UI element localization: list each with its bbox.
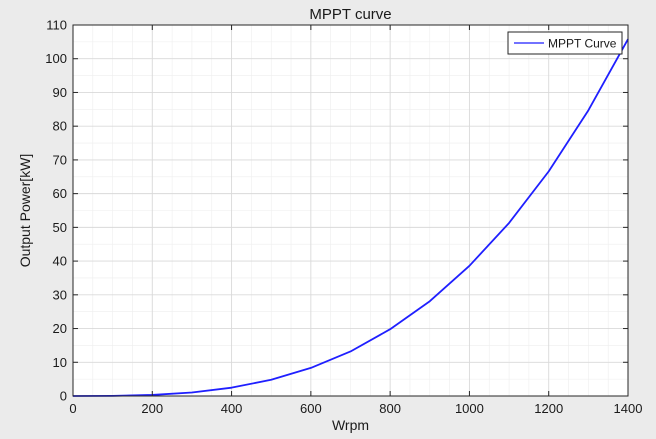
y-axis-ticks: 0 10 20 30 40 50 60 70 80 90 100 110 <box>45 18 628 404</box>
y-tick-label: 110 <box>46 18 67 33</box>
y-axis-label: Output Power[kW] <box>17 154 33 268</box>
series-line-mppt-curve <box>72 38 629 397</box>
x-tick-label: 1000 <box>455 401 484 416</box>
chart-title: MPPT curve <box>309 6 391 23</box>
axes-box <box>72 24 629 397</box>
y-tick-label: 30 <box>53 287 67 302</box>
x-tick-label: 800 <box>379 401 401 416</box>
y-tick-label: 0 <box>60 389 67 404</box>
x-tick-label: 200 <box>141 401 163 416</box>
y-tick-label: 70 <box>53 152 67 167</box>
legend-box <box>507 31 623 55</box>
y-tick-label: 10 <box>53 355 67 370</box>
x-tick-label: 600 <box>300 401 322 416</box>
y-tick-label: 90 <box>53 85 67 100</box>
y-tick-label: 60 <box>53 186 67 201</box>
x-tick-label: 1200 <box>534 401 563 416</box>
y-tick-label: 80 <box>53 119 67 134</box>
x-tick-label: 0 <box>69 401 76 416</box>
x-tick-label: 400 <box>221 401 243 416</box>
y-tick-label: 40 <box>53 254 67 269</box>
y-tick-label: 20 <box>53 321 67 336</box>
series-layer <box>72 38 629 397</box>
y-tick-label: 50 <box>53 220 67 235</box>
y-tick-label: 100 <box>45 51 67 66</box>
legend: MPPT Curve <box>507 31 623 55</box>
legend-label-mppt-curve: MPPT Curve <box>548 37 617 51</box>
x-axis-label: Wrpm <box>332 417 369 433</box>
x-axis-ticks: 0 200 400 600 800 1000 1200 1400 <box>69 25 642 416</box>
x-tick-label: 1400 <box>614 401 643 416</box>
